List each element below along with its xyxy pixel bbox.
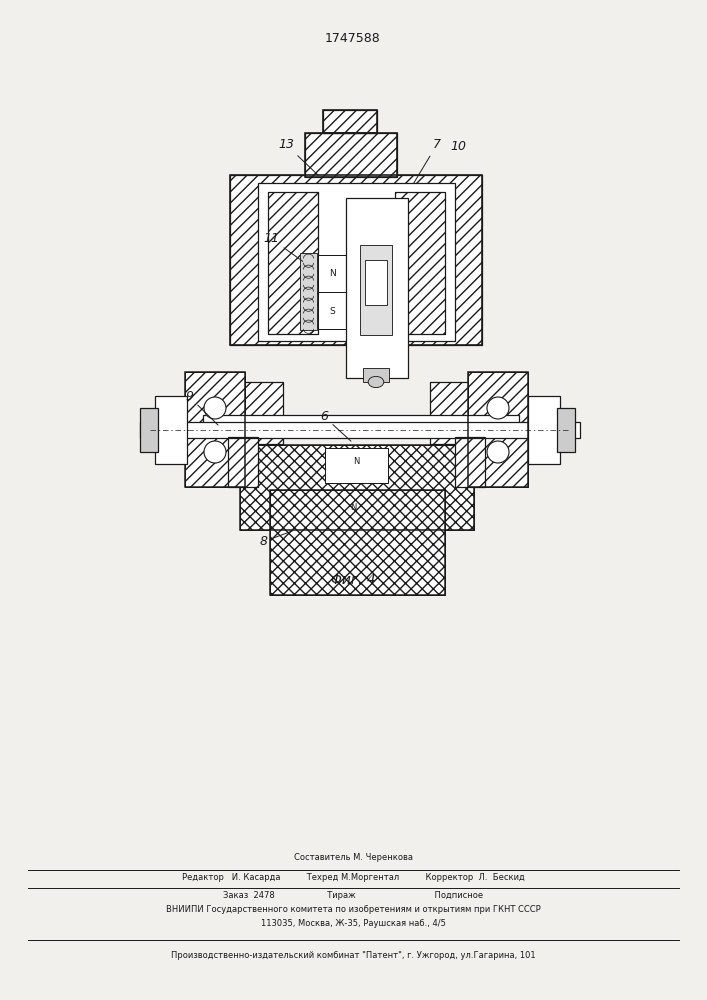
Text: Составитель М. Черенкова: Составитель М. Черенкова	[293, 854, 412, 862]
Bar	[430, 382, 485, 444]
Bar	[363, 368, 389, 382]
Circle shape	[487, 397, 509, 419]
Text: 1747588: 1747588	[325, 31, 381, 44]
Bar	[395, 192, 445, 334]
Text: S: S	[329, 306, 335, 316]
Bar	[528, 396, 560, 464]
Text: ВНИИПИ Государственного комитета по изобретениям и открытиям при ГКНТ СССР: ВНИИПИ Государственного комитета по изоб…	[165, 906, 540, 914]
Bar	[318, 255, 346, 292]
Bar	[468, 372, 528, 487]
Bar	[230, 175, 482, 345]
Bar	[325, 448, 388, 483]
Text: N: N	[350, 502, 356, 512]
Bar	[305, 133, 397, 177]
Bar	[323, 110, 377, 133]
Bar	[430, 382, 485, 444]
Bar	[323, 110, 377, 133]
Bar	[346, 198, 408, 378]
Bar	[140, 408, 158, 452]
Circle shape	[487, 441, 509, 463]
Bar	[203, 415, 519, 437]
Text: 8: 8	[260, 531, 293, 548]
Text: Заказ  2478                    Тираж                              Подписное: Заказ 2478 Тираж Подписное	[223, 892, 483, 900]
Bar	[300, 253, 317, 330]
Circle shape	[204, 397, 226, 419]
Bar	[318, 292, 346, 329]
Bar	[140, 422, 580, 438]
Bar	[360, 245, 392, 335]
Bar	[240, 445, 474, 530]
Bar	[240, 445, 474, 530]
Text: 6: 6	[320, 410, 351, 441]
Bar	[228, 382, 283, 444]
Bar	[395, 192, 445, 334]
Text: 10: 10	[450, 140, 466, 153]
Bar	[455, 437, 485, 487]
Bar	[365, 260, 387, 305]
Ellipse shape	[368, 376, 384, 388]
Bar	[228, 437, 258, 487]
Text: N: N	[329, 268, 335, 277]
Text: 113035, Москва, Ж-35, Раушская наб., 4/5: 113035, Москва, Ж-35, Раушская наб., 4/5	[261, 920, 445, 928]
Bar	[268, 192, 318, 334]
Bar	[228, 437, 258, 487]
Bar	[270, 490, 445, 595]
Text: Редактор   И. Касарда          Техред М.Моргентал          Корректор  Л.  Бескид: Редактор И. Касарда Техред М.Моргентал К…	[182, 874, 525, 882]
Circle shape	[204, 441, 226, 463]
Text: 7: 7	[414, 138, 441, 184]
Bar	[268, 192, 318, 334]
Text: 9: 9	[185, 390, 218, 425]
Bar	[557, 408, 575, 452]
Bar	[228, 382, 283, 444]
Bar	[455, 437, 485, 487]
Text: 13: 13	[278, 138, 318, 175]
Text: 11: 11	[263, 232, 303, 261]
Bar	[258, 183, 455, 341]
Bar	[230, 175, 482, 345]
Bar	[270, 490, 445, 595]
Bar	[185, 372, 245, 487]
Bar	[155, 396, 187, 464]
Bar	[305, 133, 397, 177]
Text: Производственно-издательский комбинат "Патент", г. Ужгород, ул.Гагарина, 101: Производственно-издательский комбинат "П…	[170, 952, 535, 960]
Bar	[468, 372, 528, 487]
Text: Φиг. 4: Φиг. 4	[331, 573, 375, 587]
Bar	[185, 372, 245, 487]
Text: N: N	[354, 458, 360, 466]
